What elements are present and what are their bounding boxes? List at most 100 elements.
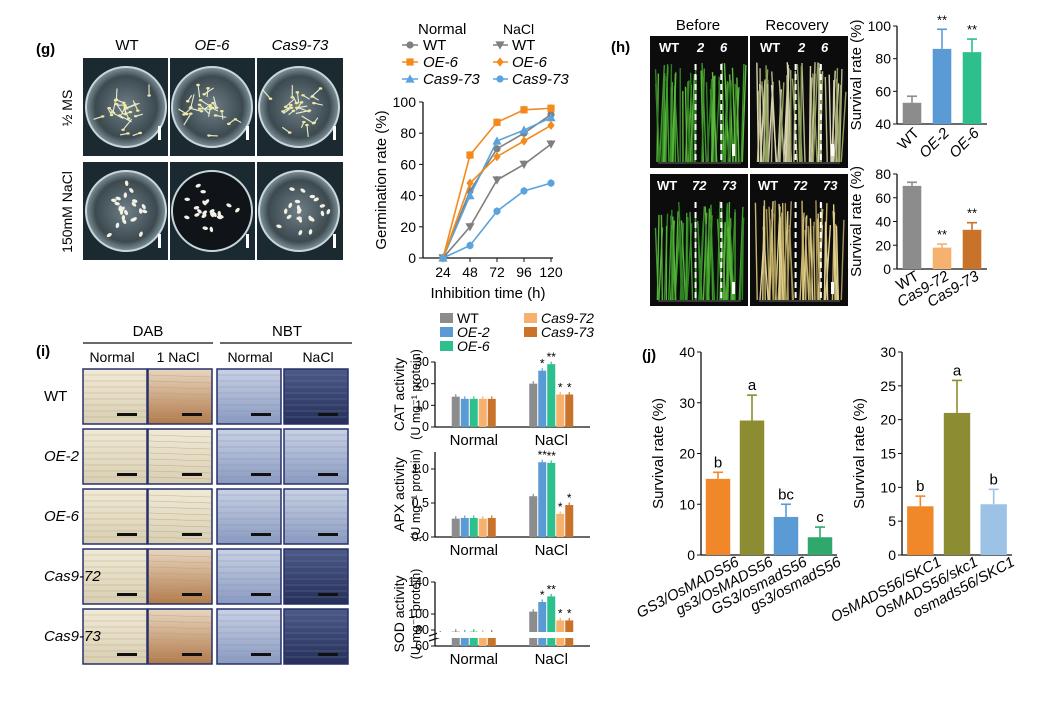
y-tick-label: 0 — [883, 261, 891, 277]
bar — [529, 496, 537, 537]
h-photo-label: 2 — [696, 40, 705, 55]
i-scale-bar — [117, 413, 137, 416]
g-data-point — [439, 254, 446, 261]
i-scale-bar — [251, 533, 271, 536]
g-seedling — [200, 109, 212, 110]
bar — [529, 384, 537, 427]
h-photo-label: WT — [659, 40, 679, 55]
panel-label-h: (h) — [611, 39, 630, 56]
g-seed — [147, 94, 151, 96]
bar — [538, 462, 546, 537]
i-leaf-photo — [284, 369, 348, 424]
g-seed — [189, 112, 193, 114]
significance-label: c — [816, 509, 824, 526]
y-axis-label: Survival rate (%) — [851, 398, 868, 509]
h-photo-label: 72 — [793, 178, 808, 193]
g-data-point — [547, 180, 554, 187]
g-seed — [198, 104, 202, 106]
g-data-point — [520, 106, 527, 113]
category-label: Normal — [450, 432, 498, 449]
bar — [547, 364, 555, 427]
g-x-tick-label: 72 — [489, 264, 505, 280]
y-tick-label: 100 — [868, 18, 892, 34]
y-tick-label: 20 — [880, 412, 896, 428]
y-tick-label: 20 — [875, 237, 891, 253]
i-col-label: NaCl — [302, 349, 333, 365]
g-y-tick-label: 20 — [400, 219, 416, 235]
g-data-point — [466, 242, 473, 249]
g-data-point — [493, 119, 500, 126]
h-rice-leaf — [671, 82, 672, 162]
i-scale-bar — [117, 653, 137, 656]
h-scale-bar — [732, 144, 735, 156]
g-seed — [126, 132, 130, 134]
g-seed — [296, 91, 300, 93]
category-label: OE-6 — [946, 124, 983, 161]
significance-label: b — [916, 478, 924, 495]
bar — [565, 505, 573, 537]
g-data-point — [520, 136, 527, 145]
g-seed — [122, 102, 126, 104]
i-scale-bar — [251, 593, 271, 596]
i-legend-swatch — [440, 313, 453, 323]
significance-label: ** — [547, 350, 557, 364]
g-seed — [319, 87, 323, 89]
i-col-label: 1 NaCl — [157, 349, 200, 365]
g-seed — [234, 118, 238, 120]
g-series-line — [443, 114, 551, 258]
i-scale-bar — [251, 473, 271, 476]
panel-label-j: (j) — [642, 347, 656, 364]
category-label: OE-2 — [916, 124, 953, 161]
g-seed — [138, 132, 142, 134]
g-x-axis-label: Inhibition time (h) — [430, 285, 545, 302]
h-rice-leaf — [661, 215, 662, 300]
category-label: NaCl — [535, 542, 568, 559]
category-label: NaCl — [535, 432, 568, 449]
significance-label: ** — [547, 582, 557, 596]
significance-label: ** — [967, 22, 977, 37]
g-row-label-nacl: 150mM NaCl — [59, 171, 75, 253]
y-tick-label: 20 — [679, 446, 695, 462]
significance-label: bc — [778, 486, 794, 503]
g-seed — [269, 98, 273, 100]
i-scale-bar — [182, 593, 202, 596]
i-scale-bar — [318, 653, 338, 656]
g-legend-nacl-title: NaCl — [503, 21, 534, 37]
bar — [470, 518, 478, 537]
g-scale-bar — [333, 234, 336, 248]
i-leaf-photo — [148, 609, 212, 664]
g-seed — [136, 109, 140, 111]
bar — [470, 399, 478, 427]
g-legend-label: OE-6 — [512, 54, 548, 71]
g-x-tick-label: 96 — [516, 264, 532, 280]
significance-label: a — [953, 362, 962, 379]
h-rice-leaf — [818, 68, 819, 162]
h-before-label: Before — [676, 17, 720, 34]
bar — [479, 399, 487, 427]
i-photo-grid: DAB NBT Normal 1 NaCl Normal NaCl WTOE-2… — [44, 323, 352, 664]
y-tick-label: 60 — [875, 83, 891, 99]
y-tick-label: 0 — [888, 547, 896, 563]
i-col-label: Normal — [89, 349, 134, 365]
g-seed — [220, 110, 224, 112]
g-scale-bar — [246, 126, 249, 140]
i-scale-bar — [117, 593, 137, 596]
category-label: NaCl — [535, 651, 568, 668]
bar — [808, 537, 832, 555]
g-seed — [129, 111, 133, 113]
significance-label: * — [540, 588, 545, 602]
bar — [980, 504, 1006, 555]
bar — [706, 479, 730, 555]
bar — [963, 230, 982, 269]
g-legend-marker — [496, 75, 503, 82]
y-tick-label: 25 — [880, 378, 896, 394]
g-legend-label: OE-6 — [423, 54, 459, 71]
g-seed — [115, 103, 119, 105]
bar — [538, 602, 546, 646]
g-seed — [297, 107, 301, 109]
